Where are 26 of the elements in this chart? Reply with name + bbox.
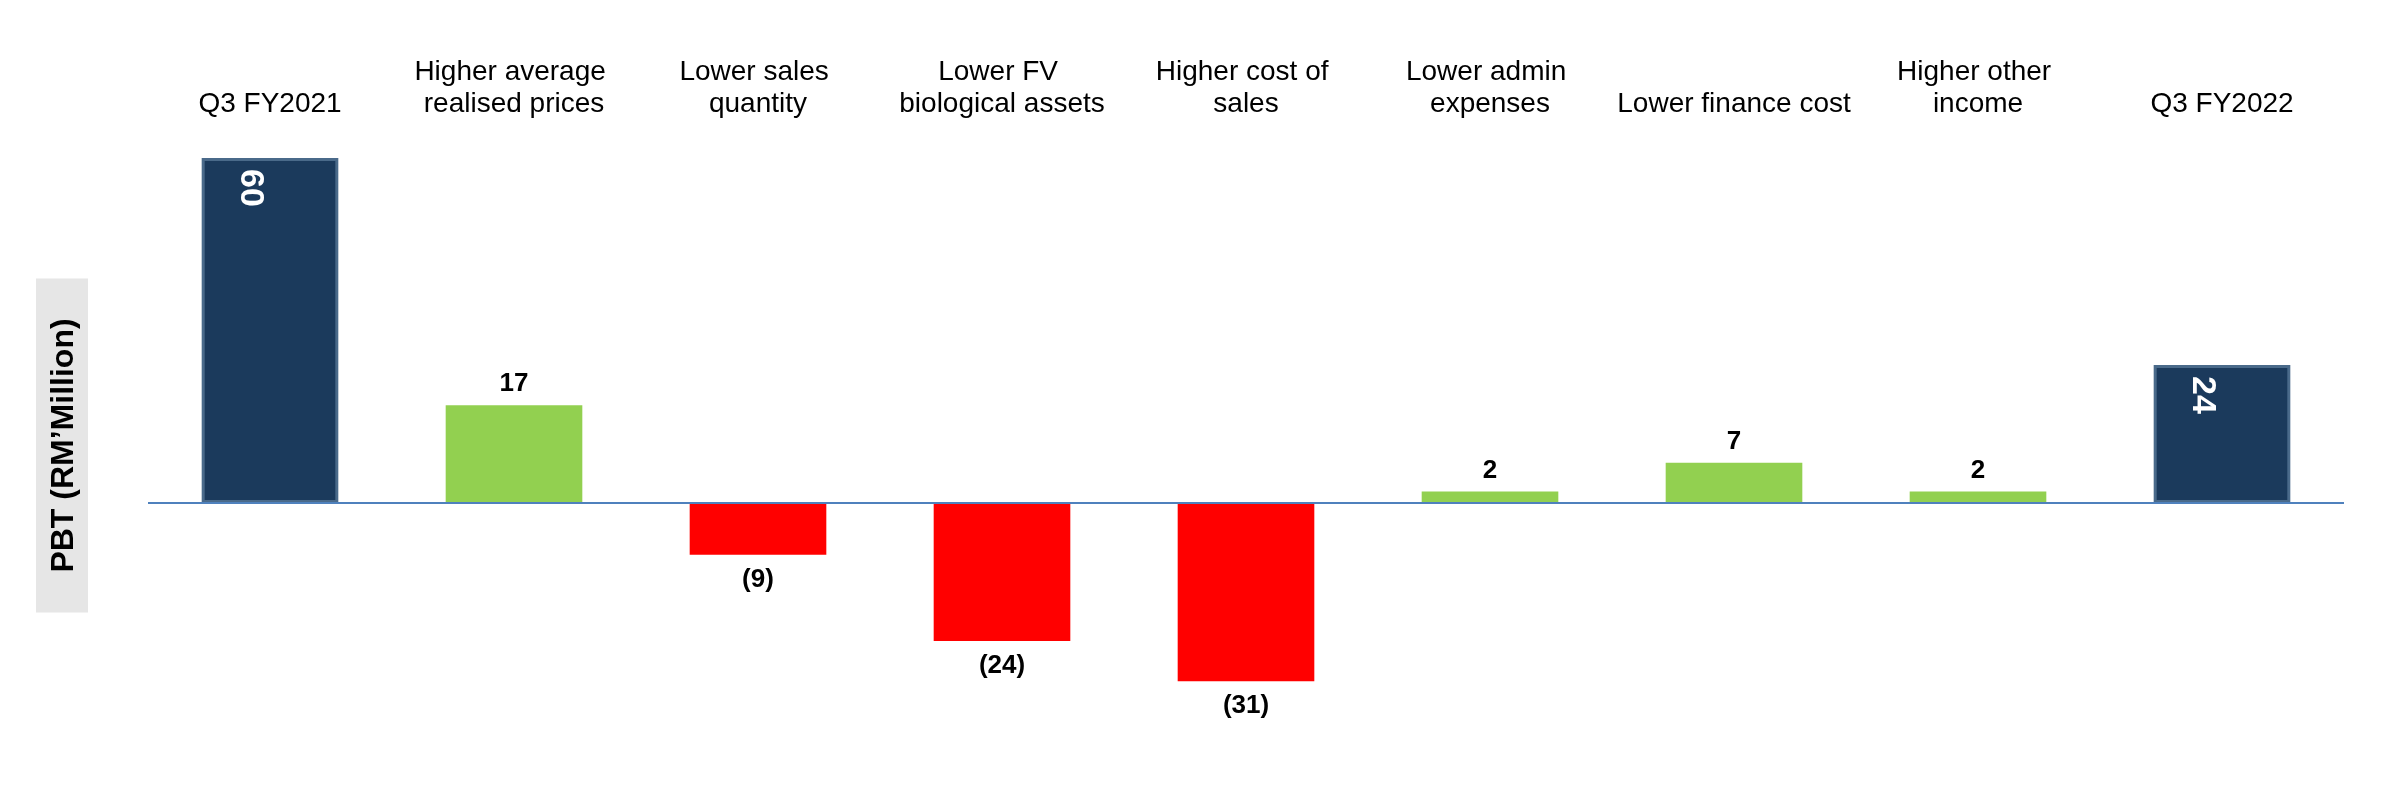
x-tick-label: Q3 FY2021 [198,86,342,118]
x-tick-label: Higher cost of sales [1155,54,1337,118]
data-label: 24 [2186,376,2224,414]
bar [1177,503,1315,682]
data-label: (24) [978,649,1026,679]
bar [689,503,827,555]
data-label: 60 [234,169,272,207]
x-tick-label: Q3 FY2022 [2150,86,2294,118]
y-axis-title: PBT (RM’Million) [44,318,80,573]
data-label: (9) [742,562,774,593]
data-label: 2 [1482,453,1498,484]
data-label: (31) [1222,689,1270,720]
x-tick-label: Higher average realised prices [414,54,614,118]
bar [445,405,583,503]
x-tick-label: Higher other income [1897,54,2059,118]
x-tick-label: Lower sales quantity [679,54,837,118]
bar [933,503,1071,641]
bar [201,158,339,503]
x-tick-label: Lower admin expenses [1405,54,1575,118]
x-tick-label: Lower FV biological assets [899,54,1105,118]
bar [1665,462,1803,503]
data-label: 7 [1726,424,1742,455]
data-label: 2 [1970,453,1986,484]
x-tick-label: Lower finance cost [1617,86,1851,118]
bar [2153,365,2291,503]
data-label: 17 [499,367,529,398]
